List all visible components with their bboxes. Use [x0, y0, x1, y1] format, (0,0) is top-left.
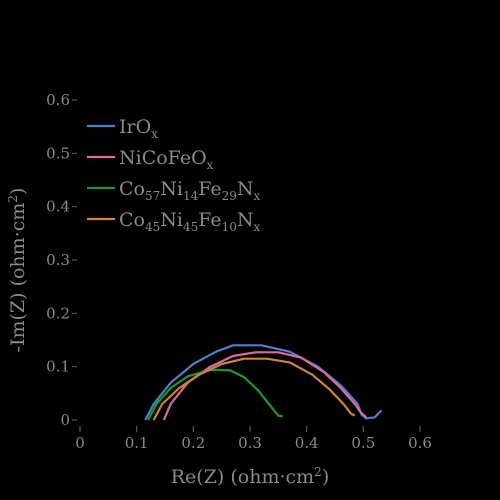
y-tick-label: 0.6: [46, 91, 70, 109]
y-tick-label: 0.3: [46, 251, 70, 269]
x-tick-label: 0.2: [181, 434, 205, 452]
y-tick-label: 0.5: [46, 144, 70, 162]
series-line-3: [152, 357, 356, 421]
legend-label: Co45Ni45Fe10Nx: [119, 209, 261, 234]
legend-label: Co57Ni14Fe29Nx: [119, 178, 261, 203]
series-layer: [144, 344, 383, 421]
x-tick-label: 0: [75, 434, 85, 452]
x-tick-label: 0.3: [238, 434, 262, 452]
x-axis-title: Re(Z) (ohm·cm2): [171, 465, 329, 488]
legend-label: IrOx: [119, 116, 158, 141]
legend: IrOx NiCoFeOx Co57Ni14Fe29Nx Co45Ni45Fe10Nx: [87, 116, 261, 234]
x-tick-label: 0.1: [125, 434, 149, 452]
y-axis-title: -Im(Z) (ohm·cm2): [6, 188, 29, 353]
y-tick-label: 0: [60, 411, 70, 429]
x-tick-label: 0.5: [351, 434, 375, 452]
legend-label: NiCoFeOx: [119, 147, 214, 172]
series-line-2: [147, 368, 284, 421]
x-tick-label: 0.6: [408, 434, 432, 452]
x-tick-label: 0.4: [295, 434, 319, 452]
axes: 0 0.1 0.2 0.3 0.4 0.5 0.6 0 0.1 0.2 0.3 0.4 0.5 0.6: [46, 91, 432, 452]
y-tick-label: 0.4: [46, 198, 70, 216]
y-tick-label: 0.1: [46, 358, 70, 376]
y-tick-label: 0.2: [46, 304, 70, 322]
